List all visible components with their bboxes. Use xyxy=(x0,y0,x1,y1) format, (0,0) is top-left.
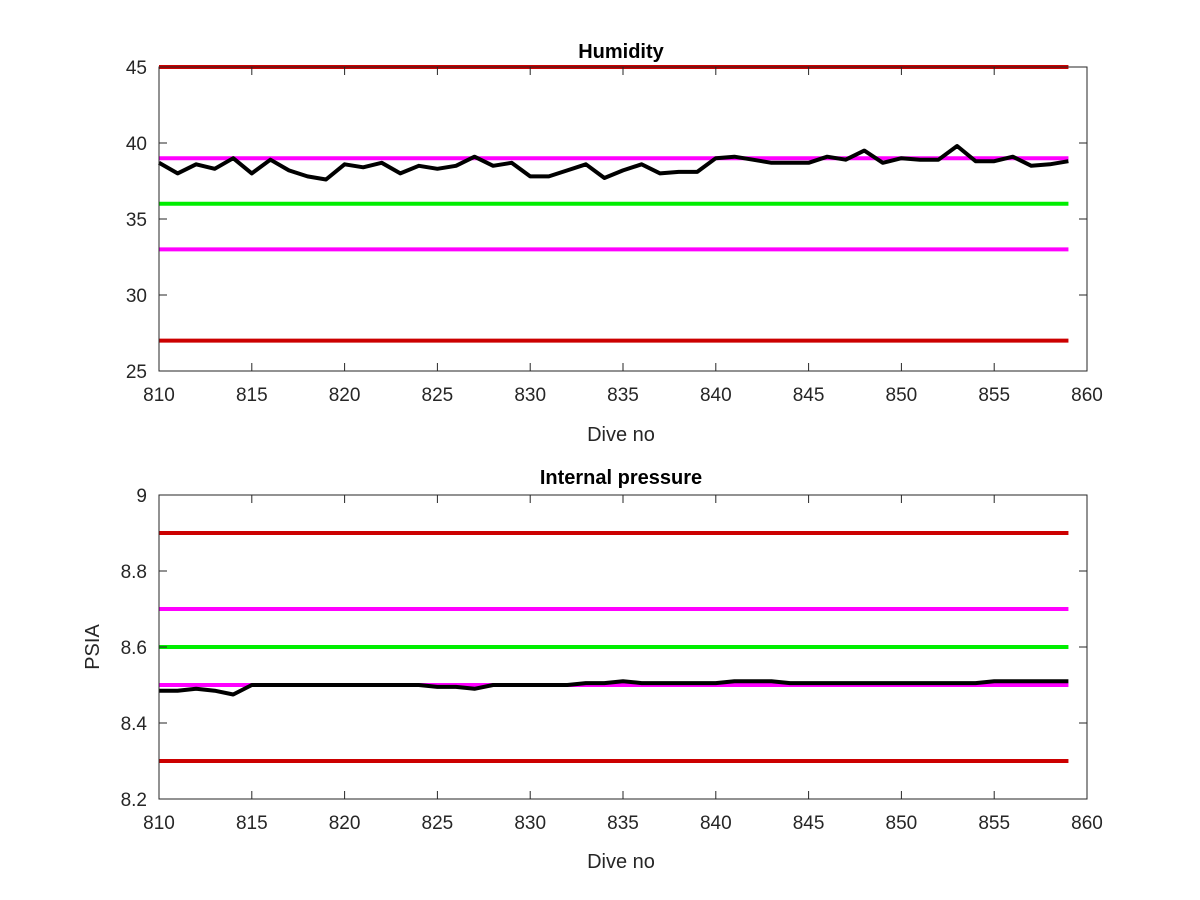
x-tick-label: 825 xyxy=(422,813,454,834)
humidity-panel: Humidity Dive no 810 815 820 825 830 835 840 84… xyxy=(126,41,1103,446)
y-tick-label: 9 xyxy=(136,486,147,507)
x-axis-label: Dive no xyxy=(587,424,655,446)
x-tick-label: 820 xyxy=(329,385,361,406)
x-tick-label: 835 xyxy=(607,385,639,406)
y-tick-label: 45 xyxy=(126,58,147,79)
y-tick-label: 8.4 xyxy=(121,714,148,735)
x-tick-label: 815 xyxy=(236,813,268,834)
plot-area: 810 815 820 825 830 835 840 845 850 855 860 25 30 35 4… xyxy=(126,58,1103,406)
x-tick-label: 840 xyxy=(700,385,732,406)
y-axis-label: PSIA xyxy=(82,624,104,670)
plot-area: 810 815 820 825 830 835 840 845 850 855 860 8.2 8.4 8… xyxy=(121,486,1103,834)
x-tick-label: 825 xyxy=(422,385,454,406)
x-tick-label: 830 xyxy=(514,385,546,406)
y-tick-label: 25 xyxy=(126,362,147,383)
x-tick-label: 830 xyxy=(514,813,546,834)
chart-title: Humidity xyxy=(578,41,664,63)
y-tick-label: 8.6 xyxy=(121,638,147,659)
x-tick-label: 810 xyxy=(143,385,175,406)
x-tick-label: 855 xyxy=(978,813,1010,834)
x-tick-label: 810 xyxy=(143,813,175,834)
x-tick-label: 860 xyxy=(1071,385,1103,406)
y-tick-label: 40 xyxy=(126,134,147,155)
x-tick-label: 835 xyxy=(607,813,639,834)
y-tick-label: 8.2 xyxy=(121,790,147,811)
x-tick-label: 845 xyxy=(793,813,825,834)
y-tick-label: 35 xyxy=(126,210,147,231)
series-line xyxy=(158,144,1069,182)
y-tick-label: 8.8 xyxy=(121,562,147,583)
x-tick-label: 815 xyxy=(236,385,268,406)
x-tick-label: 845 xyxy=(793,385,825,406)
x-tick-label: 820 xyxy=(329,813,361,834)
x-tick-label: 850 xyxy=(886,385,918,406)
x-tick-label: 860 xyxy=(1071,813,1103,834)
x-tick-label: 855 xyxy=(978,385,1010,406)
series-line xyxy=(159,679,1069,697)
internal-pressure-panel: Internal pressure Dive no PSIA 810 815 820… xyxy=(82,467,1103,873)
x-axis-label: Dive no xyxy=(587,851,655,873)
x-tick-label: 850 xyxy=(886,813,918,834)
x-tick-label: 840 xyxy=(700,813,732,834)
y-tick-label: 30 xyxy=(126,286,147,307)
chart-title: Internal pressure xyxy=(540,467,702,489)
